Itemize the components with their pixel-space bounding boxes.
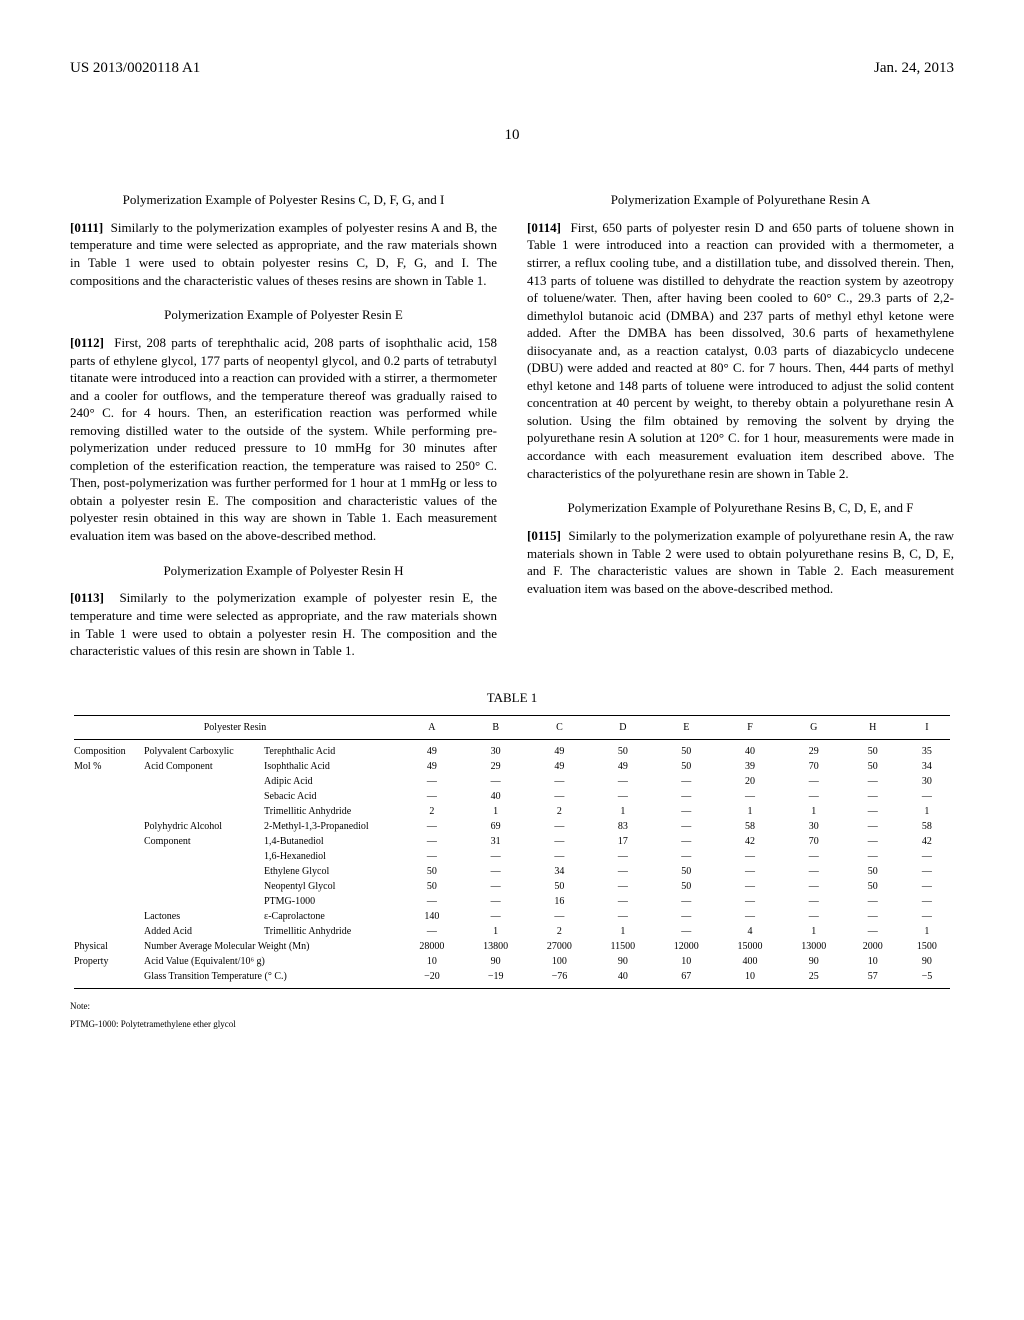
right-column: Polymerization Example of Polyurethane R… [527,174,954,670]
para-text: First, 208 parts of terephthalic acid, 2… [70,335,497,543]
para-text: First, 650 parts of polyester resin D an… [527,220,954,481]
table-caption: TABLE 1 [70,690,954,706]
para-number: [0111] [70,220,103,235]
left-column: Polymerization Example of Polyester Resi… [70,174,497,670]
pub-number: US 2013/0020118 A1 [70,60,200,77]
section-title: Polymerization Example of Polyester Resi… [70,307,497,324]
para-text: Similarly to the polymerization examples… [70,220,497,288]
pub-date: Jan. 24, 2013 [874,60,954,77]
table-note-label: Note: [70,1001,954,1011]
paragraph: [0112] First, 208 parts of terephthalic … [70,334,497,545]
para-number: [0114] [527,220,561,235]
section-title: Polymerization Example of Polyurethane R… [527,500,954,517]
paragraph: [0114] First, 650 parts of polyester res… [527,219,954,482]
para-number: [0115] [527,528,561,543]
para-number: [0112] [70,335,104,350]
section-title: Polymerization Example of Polyester Resi… [70,192,497,209]
two-column-body: Polymerization Example of Polyester Resi… [70,174,954,670]
table-note-text: PTMG-1000: Polytetramethylene ether glyc… [70,1019,954,1029]
page-header: US 2013/0020118 A1 Jan. 24, 2013 [70,60,954,77]
page-number: 10 [70,127,954,144]
paragraph: [0111] Similarly to the polymerization e… [70,219,497,289]
section-title: Polymerization Example of Polyurethane R… [527,192,954,209]
paragraph: [0113] Similarly to the polymerization e… [70,589,497,659]
table-1: Polyester ResinABCDEFGHICompositionPolyv… [70,711,954,993]
para-text: Similarly to the polymerization example … [527,528,954,596]
paragraph: [0115] Similarly to the polymerization e… [527,527,954,597]
section-title: Polymerization Example of Polyester Resi… [70,563,497,580]
para-number: [0113] [70,590,104,605]
para-text: Similarly to the polymerization example … [70,590,497,658]
data-table: Polyester ResinABCDEFGHICompositionPolyv… [70,711,954,993]
